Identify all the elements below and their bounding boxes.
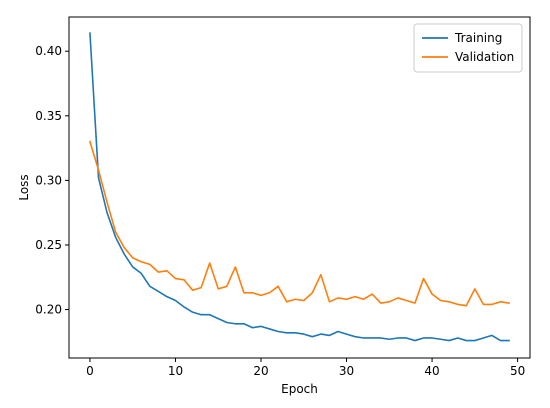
axes-frame — [68, 16, 531, 359]
x-tick-label: 0 — [86, 364, 94, 378]
series-line-validation — [88, 140, 510, 307]
legend-label-validation: Validation — [455, 50, 514, 64]
series-line-training — [89, 32, 510, 342]
y-tick-label: 0.20 — [35, 303, 62, 317]
y-tick-label: 0.25 — [35, 238, 62, 252]
legend-box — [413, 23, 523, 73]
y-axis-ticks: 0.20 0.25 0.30 0.35 0.40 — [35, 44, 69, 317]
legend: Training Validation — [413, 23, 523, 73]
x-tick-label: 40 — [424, 364, 439, 378]
x-tick-label: 30 — [339, 364, 354, 378]
y-tick-label: 0.35 — [35, 109, 62, 123]
y-tick-label: 0.30 — [35, 173, 62, 187]
y-tick-label: 0.40 — [35, 44, 62, 58]
x-tick-label: 50 — [510, 364, 525, 378]
plot-area — [88, 32, 510, 342]
legend-label-training: Training — [454, 31, 502, 45]
x-tick-label: 10 — [168, 364, 183, 378]
x-axis-label: Epoch — [281, 382, 318, 396]
x-tick-label: 20 — [253, 364, 268, 378]
x-axis-ticks: 0 10 20 30 40 50 — [86, 358, 525, 378]
y-axis-label: Loss — [17, 174, 31, 200]
